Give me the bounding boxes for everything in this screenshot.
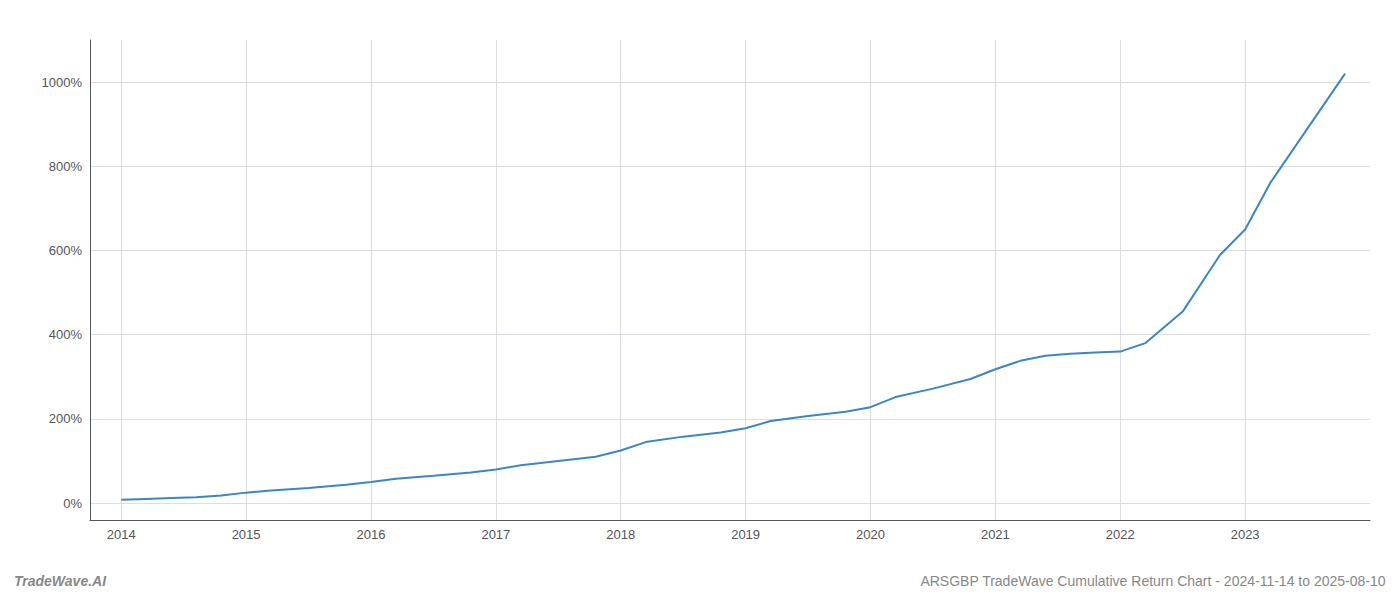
svg-text:2017: 2017 [481,527,510,542]
svg-text:0%: 0% [63,496,82,511]
svg-text:800%: 800% [49,159,83,174]
svg-text:400%: 400% [49,327,83,342]
svg-text:2015: 2015 [232,527,261,542]
svg-text:ARSGBP TradeWave Cumulative Re: ARSGBP TradeWave Cumulative Return Chart… [920,573,1385,589]
svg-text:2023: 2023 [1231,527,1260,542]
svg-text:2018: 2018 [606,527,635,542]
svg-text:200%: 200% [49,411,83,426]
svg-text:2019: 2019 [731,527,760,542]
svg-text:2016: 2016 [357,527,386,542]
svg-text:2014: 2014 [107,527,136,542]
svg-text:2020: 2020 [856,527,885,542]
svg-text:1000%: 1000% [42,75,83,90]
svg-text:2021: 2021 [981,527,1010,542]
svg-text:600%: 600% [49,243,83,258]
svg-text:TradeWave.AI: TradeWave.AI [14,573,107,589]
svg-text:2022: 2022 [1106,527,1135,542]
